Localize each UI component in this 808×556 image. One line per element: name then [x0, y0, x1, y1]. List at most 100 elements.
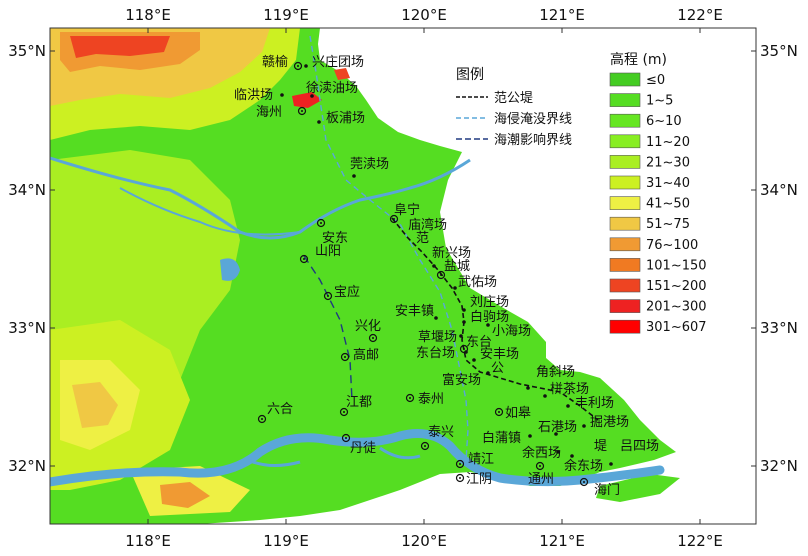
place-label-baiju: 白驹场 [470, 309, 509, 325]
place-label-ganyu: 赣榆 [262, 55, 288, 70]
place-label-gong: 公 [491, 361, 504, 376]
place-label-yuxi: 余西场 [522, 445, 561, 461]
place-label-haizhou: 海州 [256, 105, 282, 120]
place-marker-juegang [582, 424, 586, 428]
place-marker-tongzhou [535, 461, 545, 471]
place-label-xiaohai: 小海场 [492, 324, 531, 339]
place-label-baoying: 宝应 [334, 284, 360, 300]
place-marker-rugao [494, 407, 504, 417]
place-label-dongtai: 东台 [466, 335, 492, 350]
place-marker-dongtai [459, 344, 469, 354]
river [119, 187, 301, 236]
place-marker-gaoyou [340, 352, 350, 362]
tick-label-34n: 34°N [8, 181, 46, 199]
y-axis-left: 35°N 34°N 33°N 32°N [8, 42, 55, 475]
elevation-swatch-label: 11~20 [646, 135, 690, 150]
elevation-swatch [609, 237, 641, 252]
place-marker-yancheng [436, 270, 446, 280]
place-label-rugao: 如皋 [505, 405, 531, 421]
tick-label-118e: 118°E [125, 532, 171, 550]
elevation-swatch-label: 101~150 [646, 258, 707, 273]
elevation-swatch [609, 134, 641, 149]
elevation-swatch-label: 301~607 [646, 320, 707, 335]
highland-zone [210, 32, 252, 60]
place-marker-anfeng-chang [472, 358, 476, 362]
place-marker-yuxi [556, 450, 560, 454]
place-marker-andong [320, 222, 322, 224]
sea-intrusion-line [309, 35, 469, 461]
place-label-andong: 安东 [322, 231, 348, 246]
map-area [50, 28, 756, 524]
highland-zone [70, 36, 170, 58]
elevation-swatch-label: 6~10 [646, 114, 682, 129]
tick-label-120e: 120°E [401, 532, 447, 550]
tick-label-33n: 33°N [760, 319, 798, 337]
place-label-mangdu: 莞渎场 [350, 157, 389, 172]
tick-label-35n: 35°N [760, 42, 798, 60]
place-marker-linhong [280, 93, 284, 97]
legend-label-tidal: 海潮影响界线 [494, 132, 572, 148]
place-marker-banpu [317, 120, 321, 124]
place-label-jiangdu: 江都 [346, 395, 372, 410]
place-label-fan: 范 [416, 231, 429, 246]
place-marker-xinghua [368, 333, 378, 343]
y-axis-right: 35°N 34°N 33°N 32°N [751, 42, 798, 475]
place-marker-shanyang [303, 258, 305, 260]
place-marker-baoying [327, 295, 329, 297]
place-marker-jiangyin [455, 473, 465, 483]
place-label-juegang: 掘港场 [590, 415, 629, 430]
elevation-swatch-label: 31~40 [646, 176, 690, 191]
elevation-swatch [609, 299, 641, 313]
hill-zone [160, 482, 210, 508]
place-marker-lvsi [609, 462, 613, 466]
place-label-yudong: 余东场 [564, 458, 603, 474]
place-marker-dongtai-chang [464, 350, 468, 354]
place-marker-baipu [528, 434, 532, 438]
hill-patch [292, 92, 322, 108]
map-frame [49, 27, 757, 525]
place-marker-tongzhou [539, 465, 541, 467]
elevation-swatch [609, 93, 641, 107]
place-marker-xiaohai [486, 323, 490, 327]
tick-label-35n: 35°N [8, 42, 46, 60]
place-marker-shanyang [299, 254, 309, 264]
elevation-legend: 高程 (m) ≤0 1~5 6~10 11~20 21~30 31~40 41~50 51~7… [609, 51, 707, 335]
place-marker-gaoyou [344, 356, 346, 358]
place-label-danxu: 丹徒 [350, 441, 376, 456]
place-label-fengli: 丰利场 [575, 396, 614, 411]
place-marker-baiju [462, 320, 466, 324]
place-marker-haimen [583, 481, 585, 483]
tick-label-122e: 122°E [677, 532, 723, 550]
place-marker-haizhou [301, 110, 303, 112]
elevation-swatch [609, 113, 641, 128]
lake [220, 258, 240, 281]
hill-patch [334, 68, 350, 80]
place-label-jingjiang: 靖江 [468, 452, 494, 467]
elevation-swatch [609, 258, 641, 272]
elevation-swatches: ≤0 1~5 6~10 11~20 21~30 31~40 41~50 51~75 76~100… [609, 72, 707, 335]
tidal-influence-line [303, 255, 353, 401]
place-marker-haizhou [297, 106, 307, 116]
place-marker-ganyu [293, 61, 303, 71]
place-label-tongzhou: 通州 [528, 472, 554, 487]
place-marker-baoying [323, 291, 333, 301]
place-markers [257, 61, 613, 487]
place-marker-danxu [341, 433, 351, 443]
place-marker-xudu [310, 94, 314, 98]
fangong-embankment [391, 217, 599, 421]
place-marker-taizhou [405, 393, 415, 403]
place-marker-anfeng-town [434, 316, 438, 320]
x-axis-top: 118°E 119°E 120°E 121°E 122°E [125, 6, 723, 33]
place-label-miaowan: 庙湾场 [408, 217, 447, 233]
elevation-swatch [609, 72, 641, 87]
yangtze-river [50, 429, 665, 487]
place-label-jiaoxie: 角斜场 [536, 365, 575, 380]
legend-label-sea-intrusion: 海侵淹没界线 [494, 111, 572, 127]
place-marker-liuhe [261, 418, 263, 420]
elevation-swatch-label: 21~30 [646, 155, 690, 170]
place-marker-funing [393, 218, 395, 220]
place-label-wuyou: 武佑场 [458, 275, 497, 290]
place-label-banpu: 板浦场 [326, 111, 365, 126]
place-marker-taixing [424, 445, 426, 447]
tick-label-121e: 121°E [539, 6, 585, 24]
